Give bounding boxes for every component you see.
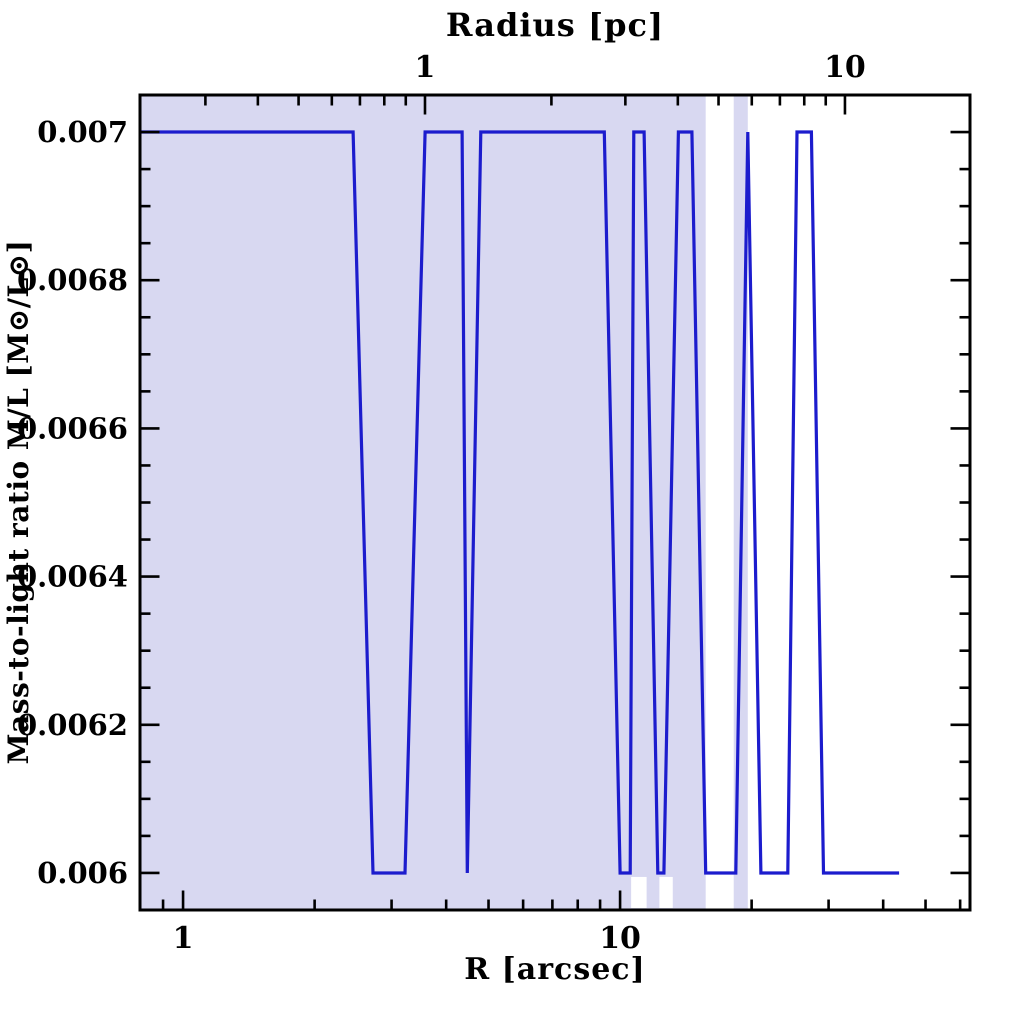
top-tick-label: 1 <box>415 50 436 85</box>
top-tick-label: 10 <box>824 50 866 85</box>
plot-frame <box>138 93 972 912</box>
y-tick-label: 0.007 <box>37 115 128 149</box>
y-tick-label: 0.0068 <box>17 263 128 297</box>
y-tick-label: 0.0064 <box>17 560 128 594</box>
y-tick-label: 0.006 <box>37 856 128 890</box>
shade-notch <box>659 876 673 908</box>
x-axis-label: R [arcsec] <box>464 952 646 987</box>
y-axis-label: Mass-to-light ratio M/L [M⊙/L⊙] <box>2 239 35 765</box>
y-tick-label: 0.0066 <box>17 411 128 445</box>
shade-notch <box>631 876 647 908</box>
y-tick-label: 0.0062 <box>17 708 128 742</box>
x-tick-label: 1 <box>173 921 194 956</box>
mass-to-light-ratio-profile-line <box>140 130 900 875</box>
top-axis-title: Radius [pc] <box>445 6 665 44</box>
x-tick-label: 10 <box>599 921 641 956</box>
